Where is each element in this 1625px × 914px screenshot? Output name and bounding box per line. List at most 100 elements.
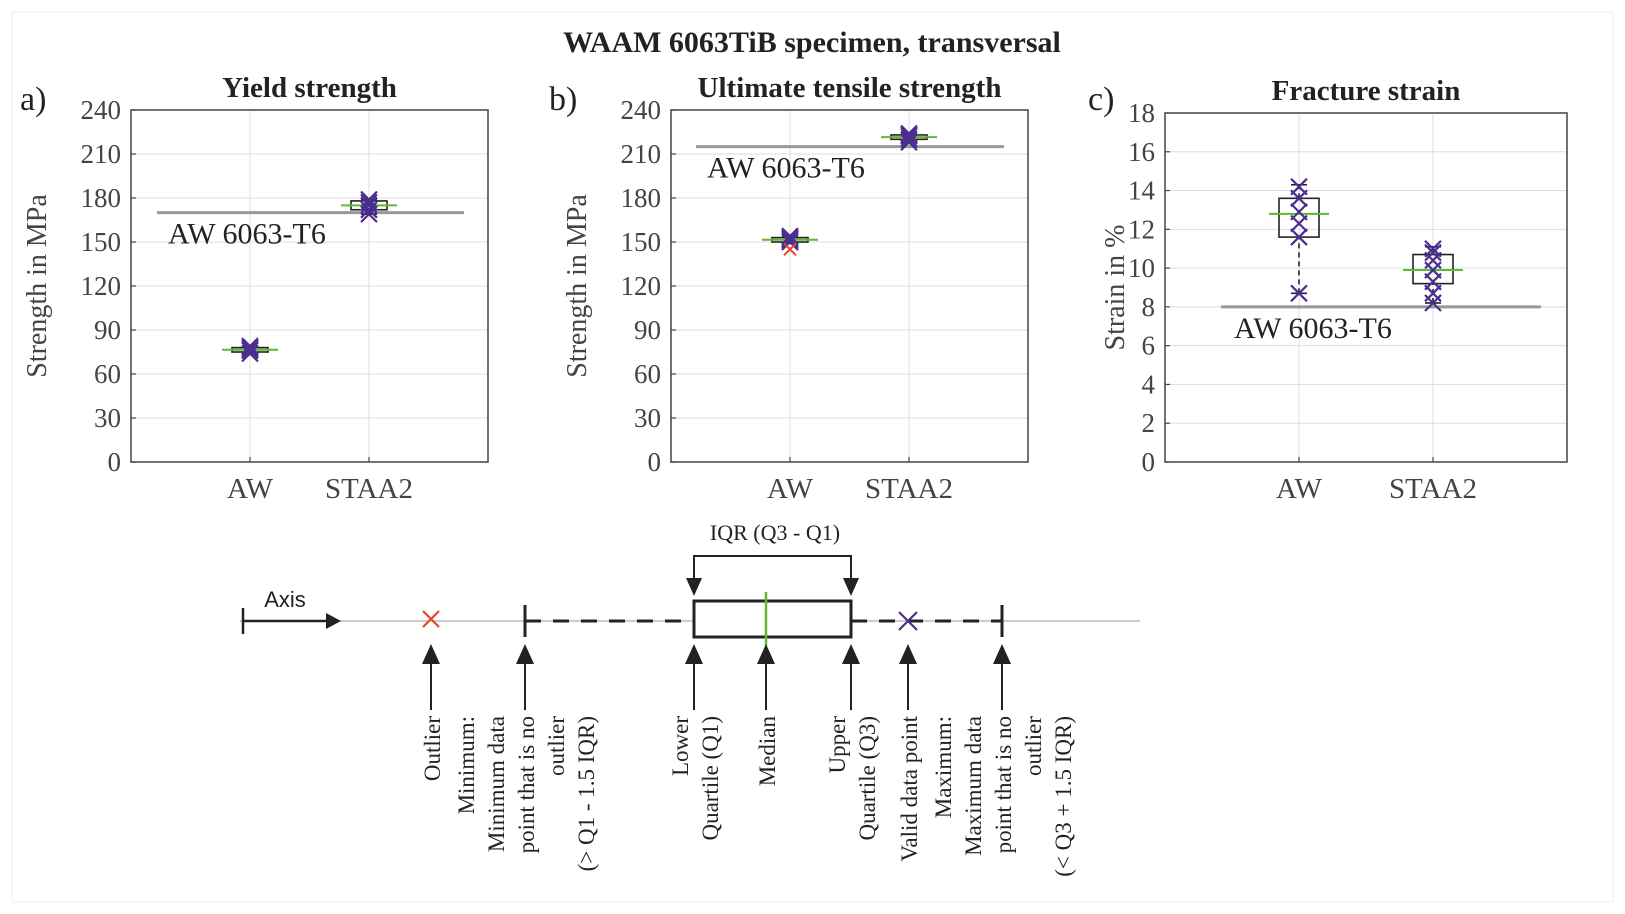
legend-annotation-text: Quartile (Q1) bbox=[698, 716, 723, 841]
y-tick-label: 150 bbox=[621, 227, 662, 257]
panel-c-fracture-strain: 0 2 4 6 8 10 12 14 16 18 AW STAA2 c) Fracture strain S… bbox=[1088, 75, 1568, 505]
data-point bbox=[781, 227, 799, 245]
y-tick-label: 60 bbox=[634, 359, 661, 389]
data-point bbox=[241, 344, 259, 363]
y-tick-label: 180 bbox=[81, 183, 122, 213]
legend-annotation-text: Quartile (Q3) bbox=[855, 716, 880, 841]
legend-iqr-arrow-right bbox=[843, 578, 859, 596]
panel-title: Yield strength bbox=[222, 72, 397, 104]
y-tick-label: 2 bbox=[1142, 408, 1156, 438]
y-tick-label: 0 bbox=[108, 447, 122, 477]
figure-background bbox=[11, 11, 1614, 903]
panel-a-yield-strength: 0 30 60 90 120 150 180 210 240 AW STAA2 a) Yield str… bbox=[20, 72, 489, 505]
data-point bbox=[360, 196, 378, 215]
legend-annotation-text: Median bbox=[755, 716, 780, 787]
data-point bbox=[1290, 228, 1308, 246]
y-axis-label: Strength in MPa bbox=[22, 194, 53, 378]
legend-annotation-q3: Upper Quartile (Q3) bbox=[825, 644, 880, 841]
boxplot-aw bbox=[222, 337, 278, 363]
outlier-point bbox=[783, 242, 797, 257]
boxplot-staa2 bbox=[1403, 239, 1463, 312]
y-tick-label: 210 bbox=[81, 139, 122, 169]
y-tick-label: 6 bbox=[1142, 331, 1156, 361]
panel-b-ultimate-tensile-strength: 0 30 60 90 120 150 180 210 240 AW STAA2 b) Ultimate … bbox=[549, 72, 1029, 505]
x-tick-label: AW bbox=[767, 473, 814, 505]
data-point bbox=[1424, 243, 1442, 262]
y-tick-label: 4 bbox=[1142, 369, 1156, 399]
y-tick-label: 0 bbox=[1142, 447, 1156, 477]
data-point bbox=[900, 130, 918, 149]
y-tick-label: 30 bbox=[94, 403, 121, 433]
legend-arrowhead bbox=[422, 644, 440, 664]
legend-arrowhead bbox=[516, 644, 534, 664]
y-tick-label: 240 bbox=[621, 95, 662, 125]
y-tick-label: 180 bbox=[621, 183, 662, 213]
panel-title: Ultimate tensile strength bbox=[698, 72, 1002, 104]
legend-annotation-text: (> Q1 - 1.5 IQR) bbox=[574, 716, 599, 871]
legend-annotation-text: Minimum data bbox=[484, 716, 509, 852]
legend-annotation-text: Maximum data bbox=[961, 716, 986, 856]
y-tick-label: 30 bbox=[634, 403, 661, 433]
x-tick-label: AW bbox=[1276, 473, 1323, 505]
y-axis-label: Strain in % bbox=[1100, 225, 1131, 351]
legend-iqr-label: IQR (Q3 - Q1) bbox=[710, 520, 840, 545]
x-tick-label: AW bbox=[227, 473, 274, 505]
plot-area-frame bbox=[1164, 112, 1568, 463]
legend-annotation-text: outlier bbox=[1021, 716, 1046, 776]
y-tick-label: 240 bbox=[81, 95, 122, 125]
y-axis-label: Strength in MPa bbox=[562, 194, 593, 378]
panel-title: Fracture strain bbox=[1272, 75, 1461, 107]
y-tick-label: 10 bbox=[1128, 253, 1155, 283]
legend-outlier-marker bbox=[422, 610, 440, 628]
reference-label: AW 6063-T6 bbox=[168, 218, 326, 251]
legend-arrowhead bbox=[993, 644, 1011, 664]
y-tick-label: 210 bbox=[621, 139, 662, 169]
data-point bbox=[1290, 284, 1308, 303]
data-point bbox=[360, 190, 378, 209]
legend-annotation-median: Median bbox=[755, 644, 780, 786]
legend-annotation-minimum: Minimum: Minimum data point that is no outl… bbox=[454, 644, 599, 871]
y-tick-label: 120 bbox=[81, 271, 122, 301]
legend-iqr-box bbox=[692, 599, 853, 639]
data-point bbox=[1290, 203, 1308, 221]
y-tick-label: 14 bbox=[1128, 176, 1156, 206]
boxplot-aw bbox=[1269, 177, 1329, 303]
y-tick-label: 18 bbox=[1128, 98, 1155, 128]
y-tick-label: 60 bbox=[94, 359, 121, 389]
x-tick-label: STAA2 bbox=[865, 473, 953, 505]
legend-iqr-arrow-left bbox=[686, 578, 702, 596]
data-point bbox=[1424, 239, 1442, 258]
legend-arrowhead bbox=[899, 644, 917, 664]
legend-arrowhead bbox=[685, 644, 703, 664]
legend-annotation-text: Minimum: bbox=[454, 716, 479, 814]
legend-arrowhead bbox=[757, 644, 775, 664]
y-tick-label: 90 bbox=[94, 315, 121, 345]
legend-annotation-text: Maximum: bbox=[931, 716, 956, 818]
legend-iqr-bracket bbox=[693, 555, 852, 582]
legend-annotation-q1: Lower Quartile (Q1) bbox=[668, 644, 723, 841]
boxplot-staa2 bbox=[881, 124, 937, 152]
boxplot-staa2 bbox=[341, 190, 397, 223]
boxplot-aw bbox=[762, 227, 818, 257]
panel-letter: c) bbox=[1088, 81, 1114, 118]
legend-annotation-text: Valid data point bbox=[897, 715, 922, 861]
y-tick-label: 0 bbox=[648, 447, 662, 477]
panel-letter: b) bbox=[549, 81, 577, 118]
y-tick-label: 120 bbox=[621, 271, 662, 301]
y-tick-label: 12 bbox=[1128, 214, 1155, 244]
legend-annotation-maximum: Maximum: Maximum data point that is no outl… bbox=[931, 644, 1076, 877]
legend-annotation-valid: Valid data point bbox=[897, 644, 922, 862]
data-point bbox=[900, 133, 918, 152]
reference-label: AW 6063-T6 bbox=[707, 152, 865, 185]
legend-axis-label: Axis bbox=[264, 587, 306, 612]
legend-annotation-text: Lower bbox=[668, 716, 693, 776]
legend-axis-arrowhead bbox=[326, 613, 341, 629]
x-tick-label: STAA2 bbox=[1389, 473, 1477, 505]
legend-annotation-text: Upper bbox=[825, 716, 850, 774]
data-point bbox=[1290, 177, 1308, 196]
panel-letter: a) bbox=[20, 81, 46, 118]
data-point bbox=[360, 193, 378, 212]
data-point bbox=[241, 337, 259, 355]
legend-valid-point-marker bbox=[898, 611, 918, 631]
